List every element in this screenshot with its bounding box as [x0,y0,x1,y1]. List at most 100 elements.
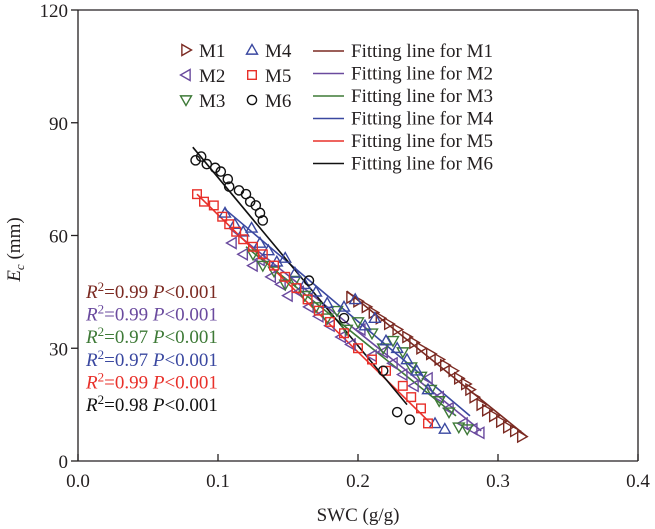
stat-p-symbol: P [152,282,165,303]
data-point-m3 [256,260,270,273]
y-tick-label: 120 [40,1,69,22]
stat-r-symbol: R [85,305,98,326]
data-point-m1 [392,322,405,337]
data-point-m5 [280,271,291,282]
data-point-m4 [348,292,362,305]
data-point-m5 [198,196,209,207]
legend-marker-m2 [179,68,191,82]
data-point-m5 [269,260,280,271]
data-point-m6 [254,207,266,219]
data-point-m5 [367,354,378,365]
data-point-m3 [432,396,446,408]
stat-r2-value: =0.99 [104,305,153,326]
data-point-m3 [424,384,438,397]
y-tick-label: 0 [59,452,69,473]
data-point-m2 [472,426,485,440]
data-point-m6 [338,312,350,324]
data-point-m3 [340,324,354,337]
legend-fit-label-m1: Fitting line for M1 [351,41,493,62]
data-point-m4 [320,296,334,308]
data-point-m5 [339,328,350,339]
stat-p-value: <0.001 [164,327,217,348]
data-point-m5 [302,294,313,305]
data-point-m1 [476,397,489,412]
y-axis-title-symbol: E [4,270,25,283]
data-point-m3 [442,407,456,420]
data-point-m2 [386,356,398,370]
data-point-m3 [309,302,323,314]
data-point-m3 [452,422,466,435]
data-point-m4 [337,299,351,312]
data-point-m4 [244,221,259,233]
data-point-m5 [231,226,242,237]
data-point-m5 [397,380,408,391]
y-axis-title: Ec (mm) [4,217,27,282]
data-point-m3 [246,249,260,262]
x-tick-label: 0.4 [626,471,650,492]
data-point-m6 [195,151,207,162]
legend-marker-m1 [181,43,193,57]
legend-fit-label-m4: Fitting line for M4 [351,109,493,130]
x-tick-label: 0.0 [66,471,90,492]
data-point-m5 [217,211,228,222]
legend-label-m4: M4 [265,41,292,62]
data-point-m4 [278,251,292,263]
data-point-m5 [208,200,219,211]
data-point-m6 [223,181,235,192]
data-point-m3 [288,275,302,288]
stat-r2-value: =0.99 [104,372,153,393]
y-axis-title-subscript: c [12,264,27,270]
data-point-m4 [368,311,382,324]
series-m5-points [191,189,434,429]
stat-p-value: <0.001 [164,305,217,326]
y-tick-label: 30 [49,339,68,360]
data-point-m4 [379,333,393,346]
y-tick-label: 60 [49,227,68,248]
y-axis-title-unit: (mm) [4,217,25,264]
data-point-m4 [400,352,414,365]
data-point-m5 [191,189,202,200]
stat-p-symbol: P [152,327,165,348]
stat-r-symbol: R [85,327,98,348]
stat-r-symbol: R [85,282,98,303]
legend-label-m1: M1 [199,41,225,62]
data-point-m3 [320,313,334,326]
data-point-m1 [375,311,388,325]
data-point-m4 [358,318,372,331]
data-point-m4 [410,363,424,376]
data-point-m1 [425,347,438,361]
legend-label-m5: M5 [265,66,291,87]
data-point-m5 [247,241,258,252]
stat-p-symbol: P [152,350,165,371]
data-point-m6 [257,215,269,226]
data-point-m3 [460,424,474,436]
legend-label-m2: M2 [199,66,225,87]
stat-p-value: <0.001 [164,350,217,371]
data-point-m6 [222,173,234,185]
stat-p-value: <0.001 [164,372,217,393]
stat-p-symbol: P [152,305,165,326]
data-points [190,151,529,444]
axes: 0.0 0.1 0.2 0.3 0.4 0 30 60 90 120 SWC (g/g) Ec (mm… [4,1,650,526]
data-point-m1 [516,429,529,444]
legend-fit-label-m5: Fitting line for M5 [351,131,493,152]
data-point-m2 [421,371,433,386]
data-point-m3 [351,317,365,329]
data-point-m2 [376,345,389,359]
legend-marker-m5 [246,69,257,80]
series-m6-points [190,151,416,425]
stat-superscript: 2 [98,347,105,362]
data-point-m2 [225,236,237,250]
stat-r-symbol: R [85,372,98,393]
data-point-m6 [404,414,416,425]
x-tick-label: 0.1 [206,471,230,492]
stat-p-symbol: P [152,372,165,393]
data-point-m4 [309,284,323,297]
data-point-m2 [253,253,265,267]
data-point-m5 [353,343,364,354]
data-point-m5 [257,249,268,260]
stat-annotation-m6: R2=0.98 P<0.001 [85,392,218,416]
data-point-m5 [313,305,324,316]
data-point-m2 [395,367,408,382]
